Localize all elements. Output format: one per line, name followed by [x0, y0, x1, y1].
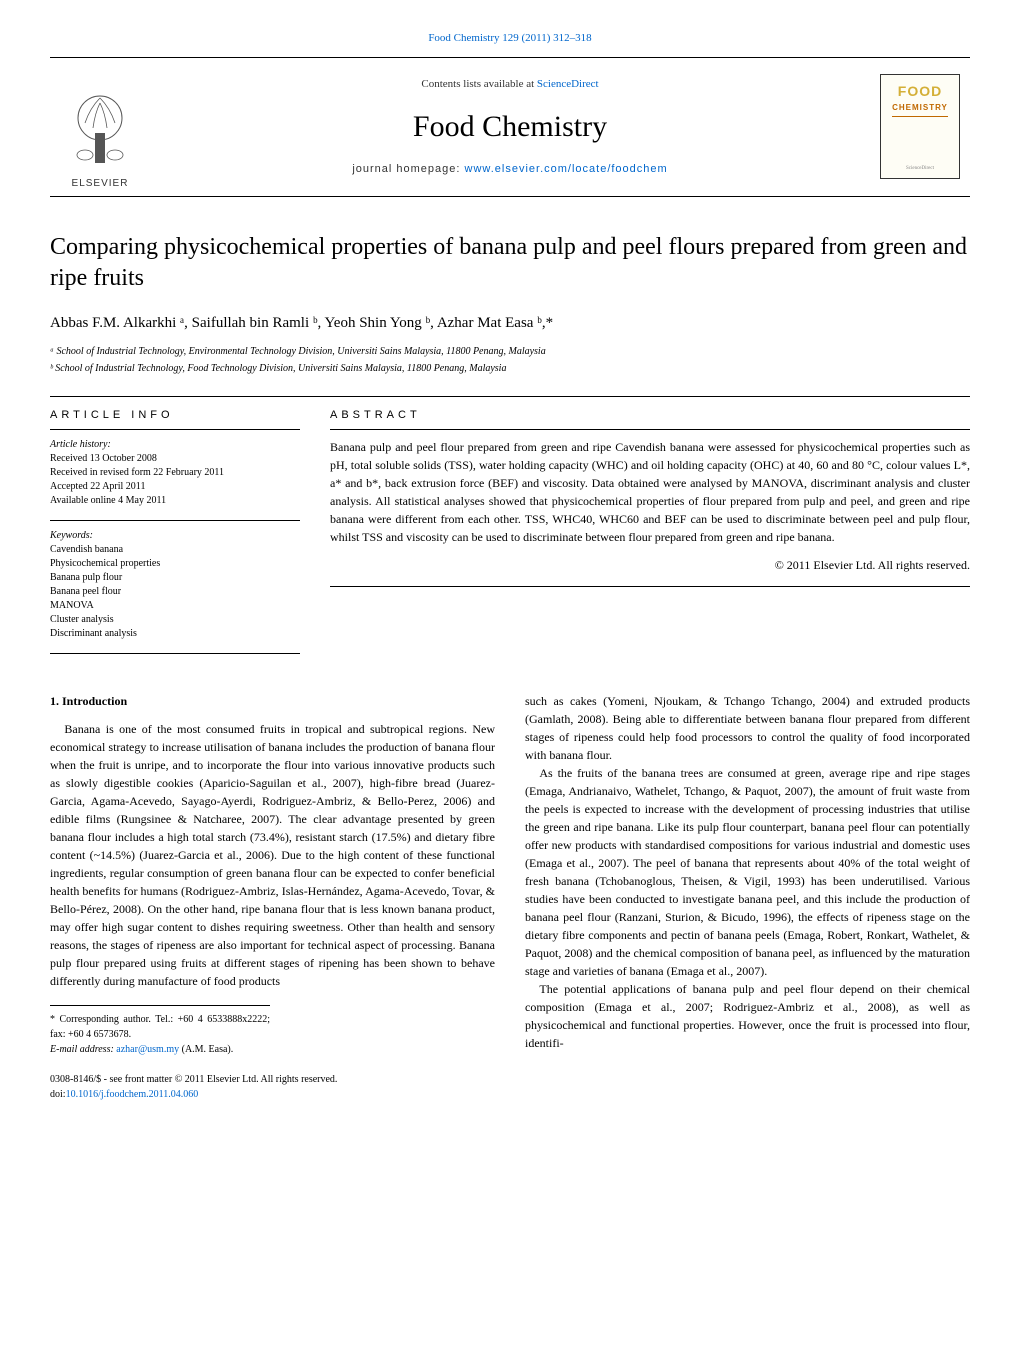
history-revised: Received in revised form 22 February 201…	[50, 466, 300, 480]
column-left: 1. Introduction Banana is one of the mos…	[50, 692, 495, 1102]
history-online: Available online 4 May 2011	[50, 494, 300, 508]
abstract-text: Banana pulp and peel flour prepared from…	[330, 438, 970, 546]
affiliations: ᵃ School of Industrial Technology, Envir…	[50, 344, 970, 376]
corresponding-author-footer: * Corresponding author. Tel.: +60 4 6533…	[50, 1005, 270, 1057]
banner-center: Contents lists available at ScienceDirec…	[150, 58, 870, 196]
keywords-label: Keywords:	[50, 529, 300, 543]
corr-email-line: E-mail address: azhar@usm.my (A.M. Easa)…	[50, 1042, 270, 1057]
keywords-block: Keywords: Cavendish banana Physicochemic…	[50, 529, 300, 641]
authors-list: Abbas F.M. Alkarkhi ᵃ, Saifullah bin Ram…	[50, 312, 970, 335]
corr-email[interactable]: azhar@usm.my	[116, 1044, 179, 1055]
doi-line: doi:10.1016/j.foodchem.2011.04.060	[50, 1087, 495, 1102]
publisher-name: ELSEVIER	[72, 176, 129, 191]
abstract-heading: ABSTRACT	[330, 397, 970, 430]
elsevier-logo: ELSEVIER	[50, 58, 150, 196]
paragraph: such as cakes (Yomeni, Njoukam, & Tchang…	[525, 692, 970, 764]
article-title: Comparing physicochemical properties of …	[50, 232, 970, 294]
journal-name: Food Chemistry	[150, 104, 870, 149]
paragraph: As the fruits of the banana trees are co…	[525, 764, 970, 980]
article-info-heading: ARTICLE INFO	[50, 397, 300, 430]
keyword: Cluster analysis	[50, 613, 300, 627]
body-columns: 1. Introduction Banana is one of the mos…	[50, 692, 970, 1102]
article-history: Article history: Received 13 October 200…	[50, 438, 300, 508]
section-heading-intro: 1. Introduction	[50, 692, 495, 710]
journal-cover: FOOD CHEMISTRY ScienceDirect	[870, 58, 970, 196]
citation-link[interactable]: Food Chemistry 129 (2011) 312–318	[50, 30, 970, 47]
history-label: Article history:	[50, 438, 300, 452]
keyword: Cavendish banana	[50, 543, 300, 557]
bottom-meta: 0308-8146/$ - see front matter © 2011 El…	[50, 1072, 495, 1102]
keyword: Discriminant analysis	[50, 627, 300, 641]
keyword: MANOVA	[50, 599, 300, 613]
abstract-copyright: © 2011 Elsevier Ltd. All rights reserved…	[330, 556, 970, 574]
cover-title-food: FOOD	[898, 81, 942, 102]
corr-author-info: * Corresponding author. Tel.: +60 4 6533…	[50, 1012, 270, 1042]
homepage-link[interactable]: www.elsevier.com/locate/foodchem	[465, 163, 668, 175]
cover-sd-label: ScienceDirect	[906, 165, 934, 173]
keyword: Banana pulp flour	[50, 571, 300, 585]
issn-line: 0308-8146/$ - see front matter © 2011 El…	[50, 1072, 495, 1087]
column-right: such as cakes (Yomeni, Njoukam, & Tchang…	[525, 692, 970, 1102]
contents-available: Contents lists available at ScienceDirec…	[150, 76, 870, 93]
affiliation-a: ᵃ School of Industrial Technology, Envir…	[50, 344, 970, 359]
keyword: Banana peel flour	[50, 585, 300, 599]
cover-title-chem: CHEMISTRY	[892, 102, 948, 117]
paragraph: The potential applications of banana pul…	[525, 980, 970, 1052]
doi-link[interactable]: 10.1016/j.foodchem.2011.04.060	[66, 1089, 199, 1100]
keyword: Physicochemical properties	[50, 557, 300, 571]
journal-homepage: journal homepage: www.elsevier.com/locat…	[150, 161, 870, 178]
article-info-panel: ARTICLE INFO Article history: Received 1…	[50, 397, 300, 662]
journal-banner: ELSEVIER Contents lists available at Sci…	[50, 57, 970, 197]
abstract-panel: ABSTRACT Banana pulp and peel flour prep…	[330, 397, 970, 662]
elsevier-tree-icon	[65, 83, 135, 173]
paragraph: Banana is one of the most consumed fruit…	[50, 720, 495, 990]
affiliation-b: ᵇ School of Industrial Technology, Food …	[50, 361, 970, 376]
history-received: Received 13 October 2008	[50, 452, 300, 466]
history-accepted: Accepted 22 April 2011	[50, 480, 300, 494]
sciencedirect-link[interactable]: ScienceDirect	[537, 78, 599, 90]
